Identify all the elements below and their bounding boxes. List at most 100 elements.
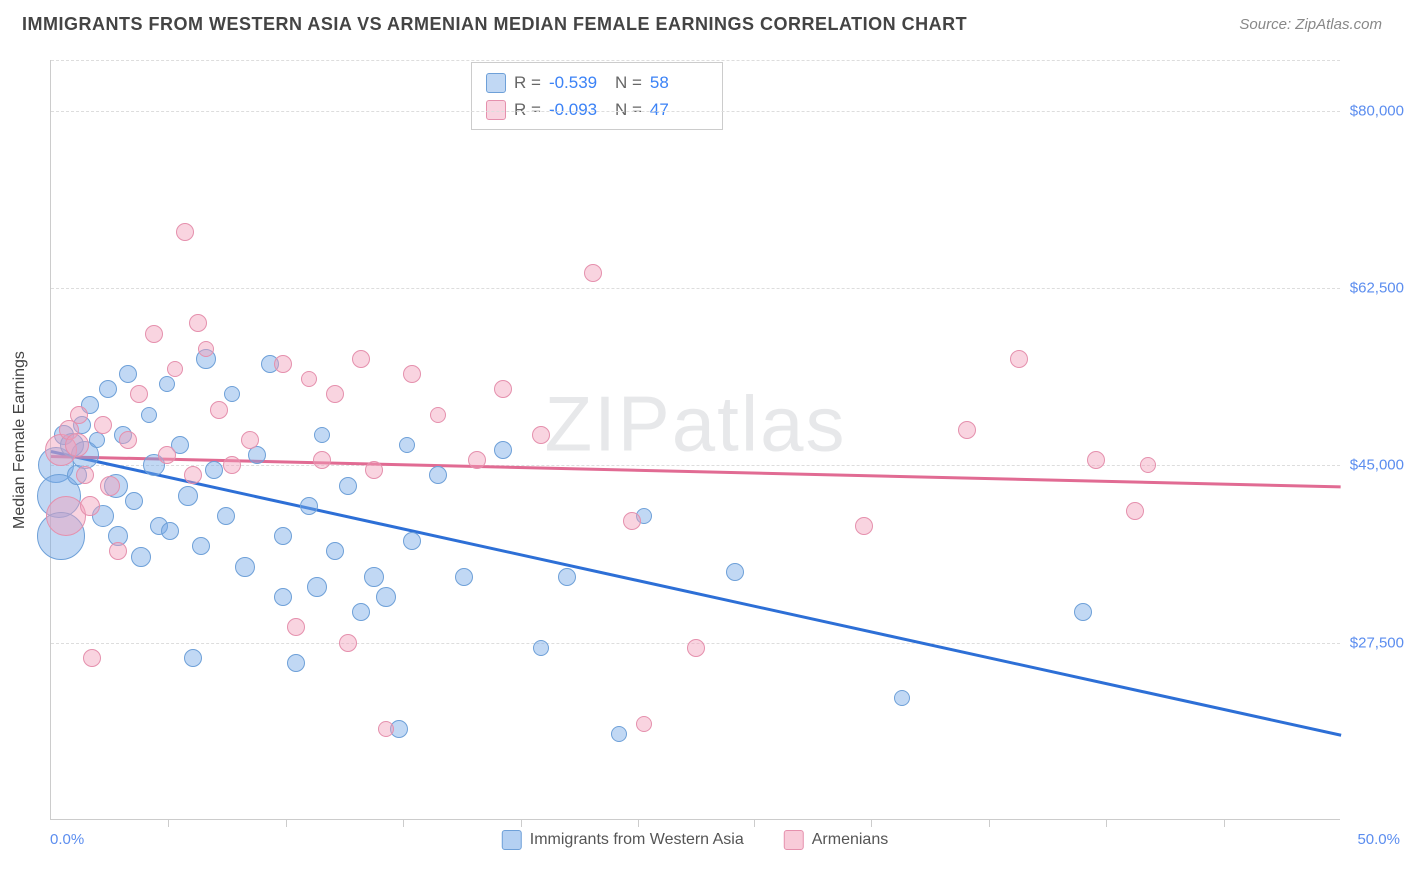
scatter-point xyxy=(65,433,89,457)
x-tick xyxy=(1106,819,1107,827)
legend-item: Armenians xyxy=(784,830,888,850)
scatter-point xyxy=(167,361,183,377)
x-tick xyxy=(168,819,169,827)
scatter-point xyxy=(365,461,383,479)
watermark: ZIPatlas xyxy=(544,379,846,470)
scatter-point xyxy=(224,386,240,402)
scatter-point xyxy=(314,427,330,443)
scatter-point xyxy=(364,567,384,587)
scatter-point xyxy=(958,421,976,439)
x-tick xyxy=(286,819,287,827)
scatter-point xyxy=(1140,457,1156,473)
scatter-point xyxy=(300,497,318,515)
scatter-point xyxy=(210,401,228,419)
scatter-point xyxy=(192,537,210,555)
scatter-point xyxy=(403,365,421,383)
scatter-point xyxy=(287,654,305,672)
gridline xyxy=(51,60,1340,61)
scatter-point xyxy=(687,639,705,657)
scatter-point xyxy=(494,380,512,398)
y-tick-label: $45,000 xyxy=(1350,457,1404,474)
x-tick xyxy=(638,819,639,827)
x-tick xyxy=(871,819,872,827)
scatter-point xyxy=(287,618,305,636)
scatter-point xyxy=(532,426,550,444)
scatter-point xyxy=(1126,502,1144,520)
legend-label: Armenians xyxy=(812,831,888,849)
scatter-point xyxy=(494,441,512,459)
scatter-point xyxy=(636,716,652,732)
scatter-point xyxy=(161,522,179,540)
scatter-point xyxy=(429,466,447,484)
y-axis-title: Median Female Earnings xyxy=(11,351,29,529)
scatter-point xyxy=(301,371,317,387)
scatter-point xyxy=(189,314,207,332)
scatter-point xyxy=(430,407,446,423)
stat-n-label: N = xyxy=(615,69,642,96)
scatter-point xyxy=(399,437,415,453)
y-tick-label: $27,500 xyxy=(1350,634,1404,651)
scatter-point xyxy=(378,721,394,737)
scatter-point xyxy=(241,431,259,449)
scatter-point xyxy=(274,355,292,373)
scatter-point xyxy=(352,603,370,621)
scatter-point xyxy=(83,649,101,667)
scatter-point xyxy=(326,542,344,560)
scatter-point xyxy=(584,264,602,282)
series-swatch xyxy=(486,73,506,93)
scatter-point xyxy=(131,547,151,567)
scatter-point xyxy=(1087,451,1105,469)
scatter-point xyxy=(99,380,117,398)
legend-swatch xyxy=(502,830,522,850)
scatter-point xyxy=(455,568,473,586)
stats-row: R =-0.539N =58 xyxy=(486,69,708,96)
scatter-point xyxy=(558,568,576,586)
x-axis-min-label: 0.0% xyxy=(50,831,84,848)
scatter-point xyxy=(205,461,223,479)
gridline xyxy=(51,111,1340,112)
x-tick xyxy=(521,819,522,827)
scatter-point xyxy=(1010,350,1028,368)
scatter-point xyxy=(158,446,176,464)
scatter-point xyxy=(611,726,627,742)
scatter-point xyxy=(217,507,235,525)
scatter-point xyxy=(223,456,241,474)
scatter-point xyxy=(326,385,344,403)
scatter-point xyxy=(1074,603,1092,621)
scatter-point xyxy=(76,466,94,484)
bottom-legend: Immigrants from Western Asia Armenians xyxy=(502,830,888,850)
scatter-point xyxy=(119,431,137,449)
scatter-point xyxy=(109,542,127,560)
trend-line xyxy=(51,450,1342,736)
legend-label: Immigrants from Western Asia xyxy=(530,831,744,849)
x-tick xyxy=(989,819,990,827)
scatter-point xyxy=(313,451,331,469)
stats-legend: R =-0.539N =58R =-0.093N =47 xyxy=(471,62,723,130)
legend-swatch xyxy=(784,830,804,850)
scatter-point xyxy=(376,587,396,607)
stat-r-label: R = xyxy=(514,69,541,96)
scatter-point xyxy=(100,476,120,496)
scatter-point xyxy=(130,385,148,403)
scatter-point xyxy=(176,223,194,241)
x-tick xyxy=(754,819,755,827)
scatter-point xyxy=(70,406,88,424)
y-tick-label: $80,000 xyxy=(1350,102,1404,119)
scatter-plot: ZIPatlas R =-0.539N =58R =-0.093N =47 $8… xyxy=(50,60,1340,820)
scatter-point xyxy=(855,517,873,535)
stat-r-value: -0.539 xyxy=(549,69,607,96)
scatter-point xyxy=(141,407,157,423)
scatter-point xyxy=(184,466,202,484)
scatter-point xyxy=(125,492,143,510)
scatter-point xyxy=(274,527,292,545)
scatter-point xyxy=(403,532,421,550)
scatter-point xyxy=(159,376,175,392)
scatter-point xyxy=(274,588,292,606)
scatter-point xyxy=(198,341,214,357)
scatter-point xyxy=(80,496,100,516)
source: Source: ZipAtlas.com xyxy=(1239,16,1382,33)
chart-area: Median Female Earnings ZIPatlas R =-0.53… xyxy=(50,60,1340,820)
scatter-point xyxy=(726,563,744,581)
scatter-point xyxy=(178,486,198,506)
scatter-point xyxy=(307,577,327,597)
